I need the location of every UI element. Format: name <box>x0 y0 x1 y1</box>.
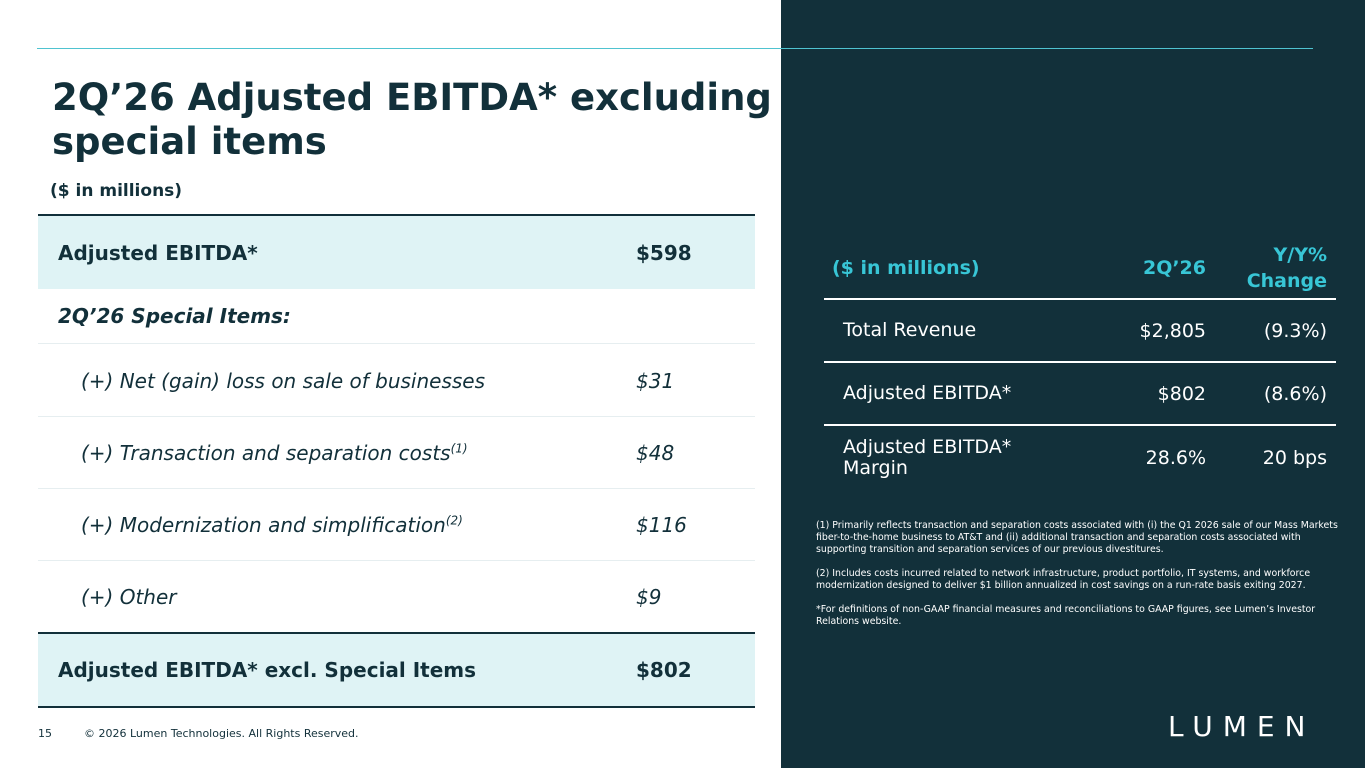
row-label: (+) Modernization and simplification(2) <box>81 513 636 537</box>
cell: (8.6%) <box>1263 382 1327 405</box>
table-row: Adjusted EBITDA* excl. Special Items $802 <box>38 632 755 708</box>
header-cell: Y/Y% Change <box>1246 244 1327 292</box>
footnote: (1) Primarily reflects transaction and s… <box>816 520 1338 555</box>
cell: 20 bps <box>1262 447 1327 469</box>
row-label: Adjusted EBITDA* excl. Special Items <box>58 658 636 682</box>
table-row: (+) Modernization and simplification(2) $… <box>38 489 755 561</box>
row-value: $48 <box>636 440 675 465</box>
cell: Adjusted EBITDA* <box>843 382 1012 404</box>
table-row: Adjusted EBITDA* $598 <box>38 214 755 289</box>
label-text: (+) Transaction and separation costs <box>81 440 451 465</box>
label-text: (+) Modernization and simplification <box>81 512 446 537</box>
table-row: Adjusted EBITDA* Margin 28.6% 20 bps <box>824 426 1336 490</box>
label-text: (+) Net (gain) loss on sale of businesse… <box>81 368 486 393</box>
row-label: 2Q’26 Special Items: <box>58 304 636 328</box>
label-text: 2Q’26 Special Items: <box>58 304 291 328</box>
cell: Adjusted EBITDA* Margin <box>843 436 1012 479</box>
table-row: (+) Net (gain) loss on sale of businesse… <box>38 345 755 417</box>
footnotes: (1) Primarily reflects transaction and s… <box>816 520 1352 640</box>
header-cell: ($ in millions) <box>832 257 980 279</box>
title: 2Q’26 Adjusted EBITDA* excluding special… <box>52 76 772 163</box>
table-header: ($ in millions) 2Q’26 Y/Y% Change <box>824 238 1336 300</box>
footnote: (2) Includes costs incurred related to n… <box>816 568 1311 591</box>
dark-panel <box>781 0 1365 768</box>
row-value: $31 <box>636 368 675 393</box>
row-value: $116 <box>636 512 687 537</box>
page-number: 15 <box>38 727 52 740</box>
row-value: $598 <box>636 240 692 265</box>
row-label: (+) Net (gain) loss on sale of businesse… <box>81 369 636 393</box>
row-label: (+) Transaction and separation costs(1) <box>81 441 636 465</box>
note-ref: (1) <box>450 440 468 455</box>
label-text: Adjusted EBITDA* <box>58 240 258 265</box>
row-value: $9 <box>636 584 662 609</box>
header-cell: 2Q’26 <box>1142 257 1206 279</box>
top-rule <box>37 48 1313 49</box>
table-row: Total Revenue $2,805 (9.3%) <box>824 300 1336 363</box>
copyright: © 2026 Lumen Technologies. All Rights Re… <box>84 727 359 740</box>
cell: Total Revenue <box>843 319 977 341</box>
table-row: (+) Transaction and separation costs(1) $… <box>38 417 755 489</box>
table-row: Adjusted EBITDA* $802 (8.6%) <box>824 363 1336 426</box>
footnote: *For definitions of non-GAAP financial m… <box>816 604 1316 627</box>
row-label: (+) Other <box>81 585 636 609</box>
label-text: Adjusted EBITDA* excl. Special Items <box>58 658 477 682</box>
subtitle: ($ in millions) <box>50 181 183 201</box>
table-row: 2Q’26 Special Items: <box>38 289 755 344</box>
row-label: Adjusted EBITDA* <box>58 241 636 265</box>
cell: (9.3%) <box>1263 319 1327 342</box>
label-text: (+) Other <box>81 584 177 609</box>
cell: $802 <box>1157 382 1206 405</box>
logo: LUMEN <box>1168 710 1316 743</box>
table-row: (+) Other $9 <box>38 561 755 632</box>
cell: 28.6% <box>1145 447 1206 469</box>
note-ref: (2) <box>445 512 463 527</box>
row-value: $802 <box>636 658 692 682</box>
cell: $2,805 <box>1139 319 1206 342</box>
